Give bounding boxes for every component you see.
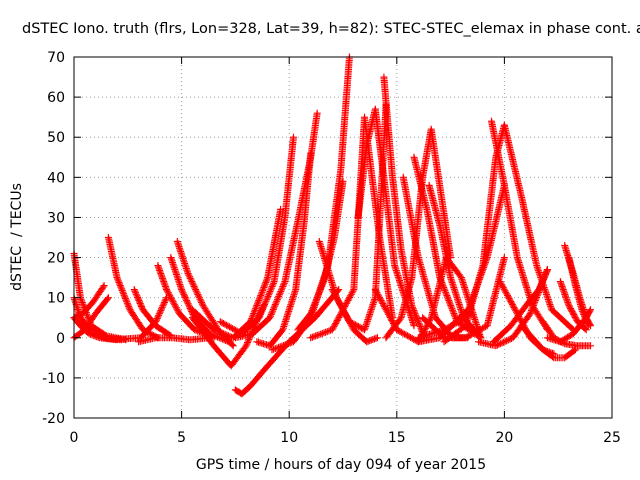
series-arc-24 [354, 105, 418, 330]
data-point-markers [253, 149, 315, 350]
data-point-markers [543, 306, 594, 346]
x-tick-label: 10 [280, 430, 298, 446]
data-point-markers [475, 266, 551, 350]
series-arc-12 [135, 334, 214, 346]
y-tick-label: 70 [47, 50, 65, 66]
series-arc-14 [188, 205, 285, 342]
series-arc-39 [475, 266, 551, 350]
data-point-markers [518, 322, 579, 362]
y-tick-label: -10 [42, 371, 65, 387]
y-tick-label: 50 [47, 130, 65, 146]
data-point-markers [102, 294, 170, 343]
series-arc-40 [518, 322, 579, 362]
data-point-markers [70, 250, 130, 344]
y-tick-label: 60 [47, 90, 65, 106]
data-point-markers [135, 334, 214, 346]
y-tick-label: -20 [42, 411, 65, 427]
series-arc-20 [294, 177, 347, 334]
series-arc-18 [253, 149, 315, 350]
x-tick-label: 5 [177, 430, 186, 446]
data-point-markers [188, 205, 285, 342]
series-arc-36 [500, 121, 577, 334]
y-tick-label: 10 [47, 291, 65, 307]
y-axis-title: dSTEC / TECUs [9, 183, 25, 291]
x-tick-label: 20 [495, 430, 513, 446]
data-point-markers [500, 121, 577, 334]
data-point-markers [294, 177, 347, 334]
series-arc-8 [102, 294, 170, 343]
series-arc-10 [167, 254, 233, 346]
plot-frame [73, 56, 613, 419]
series-arc-1 [70, 250, 130, 344]
data-point-markers [354, 105, 418, 330]
data-series [70, 53, 594, 398]
gridlines [74, 57, 612, 418]
y-tick-label: 0 [56, 331, 65, 347]
axis-ticks: -20 -10 0 10 20 30 40 50 60 70 0 5 10 15 20 25 [42, 50, 621, 446]
series-arc-45 [543, 306, 594, 346]
y-tick-label: 20 [47, 251, 65, 267]
x-axis-title: GPS time / hours of day 094 of year 2015 [195, 457, 487, 473]
y-tick-label: 30 [47, 210, 65, 226]
x-tick-label: 0 [70, 430, 79, 446]
x-tick-label: 15 [388, 430, 406, 446]
chart-title: dSTEC Iono. truth (flrs, Lon=328, Lat=39… [22, 21, 640, 37]
x-tick-label: 25 [603, 430, 621, 446]
y-tick-label: 40 [47, 170, 65, 186]
data-point-markers [167, 254, 233, 346]
